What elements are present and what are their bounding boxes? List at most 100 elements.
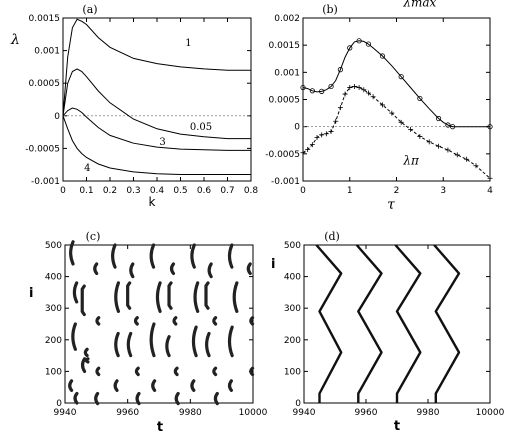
y-tick-label: 0 [56,399,62,409]
panel-label: (c) [86,230,101,243]
spike-cluster [173,366,179,377]
data-point-plus [398,119,404,125]
y-axis-label: i [29,286,33,301]
x-tick-label: 0.5 [173,186,187,196]
series-label: λmax [402,0,436,9]
series-line-lambda-pi [302,85,491,179]
x-tick-label: 10000 [239,408,268,418]
wave-front-0 [315,244,343,403]
x-tick-label: 9980 [417,408,440,418]
spike-cluster [246,262,252,276]
y-tick-label: 500 [45,241,62,251]
spike-cluster [72,281,79,304]
x-tick-label: 0.1 [79,186,93,196]
data-point-plus [464,156,470,162]
spike-cluster [129,262,135,279]
spike-cluster [94,391,100,406]
series-line-0 [62,18,251,116]
spike-cluster [193,281,200,313]
data-point-plus [426,139,432,145]
spike-cluster [213,391,219,406]
x-tick-label: 9940 [54,408,77,418]
curve-label: 4 [84,163,90,174]
panel-d: 9940 9960 9980 10000 0 100 200 300 400 500 (d) i t [271,230,505,434]
spike-cluster [114,281,120,313]
spike-cluster [111,243,117,269]
y-tick-label: 300 [284,304,301,314]
series-label: λπ [402,153,420,167]
series-line-lambda-max [302,40,490,128]
spike-cluster [80,284,86,317]
data-point-plus [473,163,479,169]
spike-cluster [232,281,239,313]
x-tick-label: 0.2 [103,186,117,196]
plot-frame [303,244,491,404]
x-tick-label: 0 [60,186,66,196]
y-tick-label: 100 [45,367,62,377]
x-tick-label: 10000 [476,408,505,418]
spike-cluster [227,379,233,392]
panel-b: 0 1 2 3 4 -0.001 -0.0005 0 0.0005 0.001 0.0015 0.00… [265,0,493,213]
y-tick-label: 0 [54,112,60,122]
y-tick-label: 0.0015 [269,41,301,51]
y-tick-label: 0.002 [274,14,300,24]
y-tick-label: 200 [284,336,301,346]
x-tick-label: 9980 [179,408,202,418]
data-point-circle [319,88,325,94]
data-point-plus [300,150,306,156]
data-point-circle [309,88,315,94]
y-tick-label: 0 [295,399,301,409]
spike-cluster [190,243,196,269]
y-tick-label: -0.0005 [265,150,300,160]
y-axis-label: λ [10,32,20,48]
data-point-circle [487,124,493,130]
data-point-plus [389,110,395,116]
spike-cluster [93,262,99,276]
data-point-plus [305,146,311,152]
spike-cluster [133,316,139,326]
series-line-2 [62,107,251,151]
x-axis-label: τ [387,197,395,213]
data-point-circle [347,45,353,51]
wave-front-2 [394,244,422,403]
y-tick-label: 400 [284,273,301,283]
y-tick-label: 300 [45,304,62,314]
panel-label: (a) [82,3,97,16]
data-point-circle [328,83,334,90]
data-point-plus [314,135,320,141]
x-tick-label: 1 [347,186,353,196]
data-point-plus [319,132,325,138]
spike-cluster [205,331,211,358]
data-point-plus [436,143,442,149]
data-point-circle [300,84,306,91]
spike-cluster [249,366,255,377]
spike-cluster [126,281,132,310]
y-axis-label: i [271,257,275,272]
data-point-plus [347,85,353,91]
x-axis-label: k [149,195,156,209]
series-line-1 [62,68,251,140]
spike-cluster [227,243,234,269]
data-point-plus [323,131,329,137]
data-point-circle [417,95,423,102]
spike-cluster [167,281,173,310]
spike-cluster [95,366,101,377]
data-point-plus [333,118,339,124]
spike-cluster [174,391,180,406]
data-point-plus [487,175,493,181]
spike-cluster [227,325,234,358]
y-tick-label: -0.001 [31,177,60,187]
x-axis-label: t [157,420,163,435]
spike-cluster [84,357,90,364]
spike-cluster [68,379,74,392]
spike-cluster [113,379,119,392]
data-point-circle [398,74,404,80]
spike-cluster [151,379,157,392]
spike-cluster [191,325,198,358]
wave-front-1 [355,244,383,403]
data-point-plus [454,152,460,158]
y-tick-label: 500 [284,241,301,251]
x-tick-label: 3 [440,186,446,196]
plot-frame [302,17,491,182]
